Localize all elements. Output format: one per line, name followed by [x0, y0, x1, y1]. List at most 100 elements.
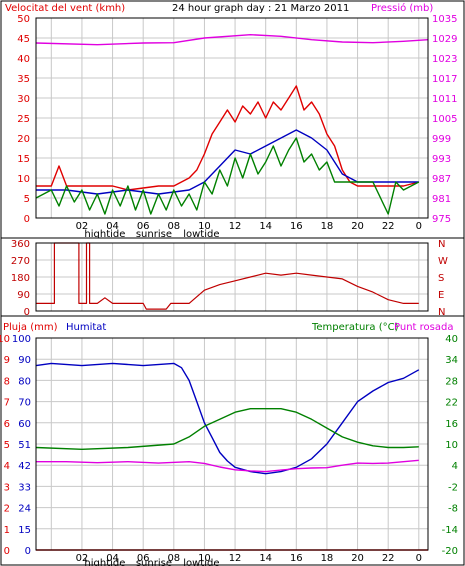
- temperature-tick-label: -8: [448, 504, 458, 515]
- hour-tick-label: 10: [198, 221, 211, 232]
- panel-wind-pressure-frame: [0, 0, 465, 240]
- panel-humidity-temperature-hour-ticks: 02 04 06 08 10 12 14 16 18 20 22 0: [76, 553, 422, 564]
- panel-wind-pressure-events: hightide sunrise lowtide: [84, 229, 219, 240]
- pressure-axis-label: Pressió (mb): [371, 2, 433, 14]
- hour-tick-label: 0: [416, 553, 422, 564]
- humidity-tick-label: 24: [18, 504, 31, 515]
- temperature-tick-label: -2: [448, 482, 458, 493]
- hour-tick-label: 16: [290, 221, 303, 232]
- panel-wind-direction-series: [36, 242, 419, 310]
- hour-tick-label: 20: [351, 221, 364, 232]
- pressure-tick-label: 1035: [432, 14, 457, 25]
- wind-direction-degree-ticks: 0 90 180 270 360: [11, 239, 30, 318]
- pressure-tick-label: 1011: [432, 94, 457, 105]
- wind-speed-axis-label: Velocitat del vent (kmh): [5, 3, 125, 14]
- event-label-lowtide: lowtide: [183, 229, 219, 240]
- event-label-hightide: hightide: [84, 229, 125, 240]
- hour-tick-label: 14: [259, 221, 272, 232]
- hour-tick-label: 14: [259, 553, 272, 564]
- temperature-ticks: -20 -14 -8 -2 4 10 16 22 28 34 40: [442, 334, 458, 557]
- pressure-tick-label: 1029: [432, 34, 457, 45]
- hour-tick-label: 18: [321, 221, 334, 232]
- panel-humidity-temperature-frame: [0, 315, 465, 566]
- wind-speed-tick-label: 0: [24, 214, 30, 225]
- panel-wind-pressure-series: [35, 34, 429, 215]
- rain-tick-label: 0: [4, 546, 10, 557]
- hour-tick-label: 10: [198, 553, 211, 564]
- hour-tick-label: 18: [321, 553, 334, 564]
- pressure-tick-label: 975: [432, 214, 451, 225]
- pressure-tick-label: 993: [432, 154, 451, 165]
- wind-direction-tick-label: 270: [11, 256, 30, 267]
- pressure-tick-label: 999: [432, 134, 451, 145]
- series-line-velocitat-mitjana: [36, 129, 419, 195]
- event-label-lowtide: lowtide: [183, 558, 219, 566]
- humidity-ticks: 0 15 24 33 42 51 60 70 80 90 100: [12, 334, 31, 557]
- pressure-tick-label: 1005: [432, 114, 457, 125]
- hour-tick-label: 04: [106, 553, 119, 564]
- event-label-sunrise: sunrise: [136, 558, 172, 566]
- pressure-ticks: 975 981 987 993 999 1005 1011 1017 1023 1029 1035: [432, 14, 457, 225]
- panel-wind-pressure: Velocitat del vent (kmh) 24 hour graph d…: [0, 0, 465, 240]
- temperature-tick-label: -20: [442, 546, 458, 557]
- hour-tick-label: 0: [416, 221, 422, 232]
- panel-humidity-temperature: Pluja (mm) Humitat Temperatura (°C) Punt…: [0, 315, 465, 566]
- humidity-tick-label: 70: [18, 398, 31, 409]
- compass-tick-label: W: [438, 256, 448, 267]
- temperature-tick-label: 28: [445, 376, 458, 387]
- series-line-velocitat: [35, 137, 420, 215]
- dew-point-axis-label: Punt rosada: [394, 322, 453, 333]
- humidity-tick-label: 33: [18, 482, 31, 493]
- wind-speed-tick-label: 30: [17, 94, 30, 105]
- event-label-hightide: hightide: [84, 558, 125, 566]
- panel-wind-pressure-plot-frame: [35, 17, 429, 219]
- rain-tick-label: 7: [4, 398, 10, 409]
- event-label-sunrise: sunrise: [136, 229, 172, 240]
- humidity-tick-label: 0: [25, 546, 31, 557]
- rain-tick-label: 9: [4, 355, 10, 366]
- humidity-tick-label: 100: [12, 334, 31, 345]
- hour-tick-label: 02: [76, 221, 89, 232]
- humidity-tick-label: 42: [18, 461, 31, 472]
- pressure-tick-label: 1017: [432, 74, 457, 85]
- humidity-tick-label: 15: [18, 525, 31, 536]
- wind-speed-tick-label: 15: [17, 154, 30, 165]
- hour-tick-label: 16: [290, 553, 303, 564]
- series-line-temperatura-c: [35, 408, 419, 450]
- hour-tick-label: 02: [76, 553, 89, 564]
- wind-direction-tick-label: 0: [24, 307, 30, 318]
- hour-tick-label: 12: [229, 221, 242, 232]
- wind-speed-tick-label: 35: [17, 74, 30, 85]
- temperature-tick-label: 10: [445, 440, 458, 451]
- hour-tick-label: 06: [137, 221, 150, 232]
- wind-direction-tick-label: 180: [11, 273, 30, 284]
- wind-speed-tick-label: 5: [24, 194, 30, 205]
- humidity-tick-label: 80: [18, 376, 31, 387]
- rain-tick-label: 6: [4, 419, 10, 430]
- wind-speed-tick-label: 50: [17, 14, 30, 25]
- rain-tick-label: 5: [4, 440, 10, 451]
- panel-wind-pressure-hour-ticks: 02 04 06 08 10 12 14 16 18 20 22 0: [76, 221, 422, 232]
- rain-axis-label: Pluja (mm): [3, 322, 58, 333]
- pressure-tick-label: 1023: [432, 54, 457, 65]
- wind-speed-tick-label: 40: [17, 54, 30, 65]
- hour-tick-label: 12: [229, 553, 242, 564]
- rain-tick-label: 10: [0, 334, 10, 345]
- series-line-direcci: [36, 242, 419, 310]
- pressure-tick-label: 981: [432, 194, 451, 205]
- hour-tick-label: 08: [167, 553, 180, 564]
- pressure-tick-label: 987: [432, 174, 451, 185]
- wind-speed-tick-label: 45: [17, 34, 30, 45]
- humidity-tick-label: 90: [18, 355, 31, 366]
- wind-speed-tick-label: 25: [17, 114, 30, 125]
- temperature-axis-label: Temperatura (°C): [311, 322, 399, 333]
- page-title: 24 hour graph day : 21 Marzo 2011: [172, 3, 349, 14]
- compass-tick-label: E: [438, 290, 444, 301]
- hour-tick-label: 04: [106, 221, 119, 232]
- panel-humidity-temperature-events: hightide sunrise lowtide: [84, 558, 219, 566]
- series-line-pressi-mb: [35, 34, 429, 46]
- wind-direction-tick-label: 90: [17, 290, 30, 301]
- compass-tick-label: N: [438, 239, 445, 250]
- wind-speed-tick-label: 10: [17, 174, 30, 185]
